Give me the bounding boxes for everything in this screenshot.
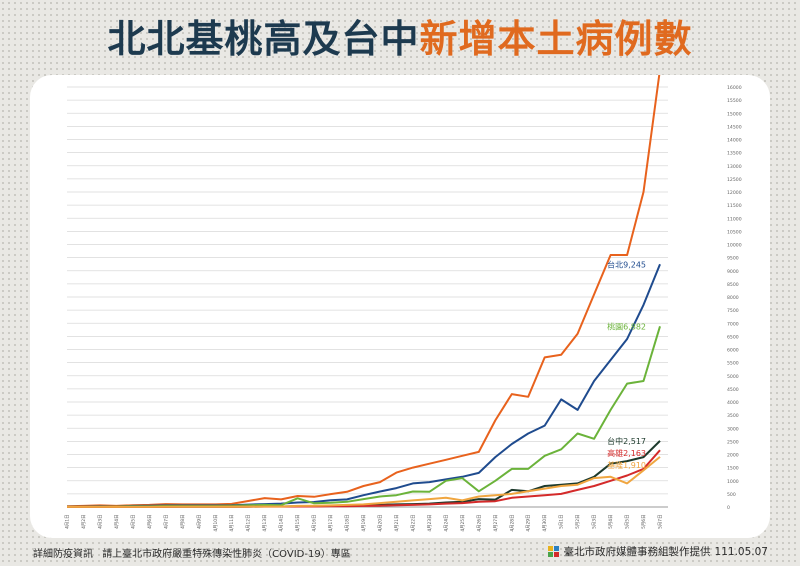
x-tick-label: 4月5日: [130, 515, 136, 529]
x-tick-label: 4月17日: [328, 515, 334, 532]
y-tick-label: 3000: [727, 426, 739, 432]
y-tick-label: 4000: [727, 400, 739, 406]
y-tick-label: 15500: [727, 98, 742, 104]
footer-info-label: 詳細防疫資訊: [33, 549, 93, 560]
x-tick-label: 5月1日: [559, 515, 565, 529]
line-chart: 0 500 1000 1500 2000 2500 3000 3500 4000 4500 5000…: [65, 75, 742, 532]
series-line-台中: [67, 440, 661, 508]
footer-date: 111.05.07: [714, 545, 768, 558]
series-label-台中: 台中2,517: [607, 436, 646, 446]
x-tick-label: 4月19日: [361, 515, 367, 532]
y-tick-label: 7500: [727, 308, 739, 314]
y-tick-label: 6000: [727, 348, 739, 354]
y-tick-label: 4500: [727, 387, 739, 393]
x-tick-label: 4月15日: [295, 515, 301, 532]
x-tick-label: 5月5日: [625, 515, 631, 529]
x-tick-label: 5月4日: [608, 515, 614, 529]
y-tick-label: 5000: [727, 374, 739, 380]
footer-credit: 臺北市政府媒體事務組製作提供 111.05.07: [547, 544, 768, 559]
y-tick-label: 3500: [727, 413, 739, 419]
y-tick-label: 15000: [727, 111, 742, 117]
x-tick-label: 5月2日: [575, 515, 581, 529]
series-label-基隆: 基隆1,910: [607, 460, 646, 470]
x-tick-label: 4月25日: [460, 515, 466, 532]
y-tick-label: 9500: [727, 256, 739, 262]
series-label-台北: 台北9,245: [607, 259, 646, 269]
title-regions: 北北基桃高及台中: [107, 17, 420, 61]
series-label-高雄: 高雄2,163: [607, 448, 646, 458]
y-tick-label: 14000: [727, 138, 742, 144]
y-tick-label: 10000: [727, 243, 742, 249]
series-line-基隆: [67, 456, 661, 508]
y-tick-label: 9000: [727, 269, 739, 275]
y-tick-label: 2000: [727, 453, 739, 459]
x-tick-label: 4月14日: [279, 515, 285, 532]
y-tick-label: 12500: [727, 177, 742, 183]
footer-credit-text: 臺北市政府媒體事務組製作提供: [563, 546, 711, 558]
x-tick-label: 4月20日: [377, 515, 383, 532]
y-tick-label: 10500: [727, 229, 742, 235]
y-tick-label: 11500: [727, 203, 742, 209]
taipei-logo-icon: [547, 545, 560, 558]
x-tick-label: 5月6日: [641, 515, 647, 529]
footer-source-text: 請上臺北市政府嚴重特殊傳染性肺炎（COVID-19）專區: [102, 549, 351, 560]
x-tick-label: 4月28日: [509, 515, 515, 532]
x-tick-label: 4月2日: [81, 515, 87, 529]
x-tick-label: 4月26日: [476, 515, 482, 532]
y-tick-label: 1000: [727, 479, 739, 485]
x-tick-label: 4月24日: [443, 515, 449, 532]
x-tick-label: 4月21日: [394, 515, 400, 532]
y-tick-label: 11000: [727, 216, 742, 222]
y-tick-label: 16000: [727, 85, 742, 91]
y-tick-label: 2500: [727, 439, 739, 445]
y-tick-label: 0: [727, 505, 730, 511]
x-tick-label: 5月7日: [658, 515, 664, 529]
x-tick-label: 4月12日: [246, 515, 252, 532]
y-tick-label: 1500: [727, 466, 739, 472]
series-label-桃園: 桃園6,882: [607, 321, 646, 331]
y-tick-label: 5500: [727, 361, 739, 367]
x-tick-label: 4月4日: [114, 515, 120, 529]
y-tick-label: 13000: [727, 164, 742, 170]
x-tick-label: 5月3日: [592, 515, 598, 529]
series-line-桃園: [67, 326, 661, 508]
x-tick-label: 4月3日: [97, 515, 103, 529]
y-tick-label: 500: [727, 492, 736, 498]
footer-info: 詳細防疫資訊 請上臺北市政府嚴重特殊傳染性肺炎（COVID-19）專區: [33, 545, 351, 560]
page-title: 北北基桃高及台中新增本土病例數: [0, 14, 800, 64]
x-tick-label: 4月27日: [493, 515, 499, 532]
x-tick-label: 4月11日: [229, 515, 235, 532]
x-tick-label: 4月6日: [147, 515, 153, 529]
x-tick-label: 4月7日: [163, 515, 169, 529]
x-tick-label: 4月16日: [312, 515, 318, 532]
x-tick-label: 4月30日: [542, 515, 548, 532]
x-tick-label: 4月9日: [196, 515, 202, 529]
y-tick-label: 12000: [727, 190, 742, 196]
series-line-新北: [66, 75, 661, 508]
title-metric: 新增本土病例數: [419, 17, 693, 61]
chart-card: 0 500 1000 1500 2000 2500 3000 3500 4000 4500 5000…: [30, 75, 770, 538]
y-tick-label: 14500: [727, 124, 742, 130]
y-tick-label: 13500: [727, 151, 742, 157]
y-tick-label: 6500: [727, 334, 739, 340]
x-tick-label: 4月1日: [65, 515, 71, 529]
x-tick-label: 4月8日: [180, 515, 186, 529]
y-tick-label: 8000: [727, 295, 739, 301]
y-tick-label: 8500: [727, 282, 739, 288]
x-tick-label: 4月10日: [213, 515, 219, 532]
x-tick-label: 4月29日: [526, 515, 532, 532]
x-tick-label: 4月22日: [410, 515, 416, 532]
x-tick-label: 4月18日: [345, 515, 351, 532]
x-tick-label: 4月23日: [427, 515, 433, 532]
y-tick-label: 7000: [727, 321, 739, 327]
x-tick-label: 4月13日: [262, 515, 268, 532]
series-line-台北: [66, 263, 661, 508]
